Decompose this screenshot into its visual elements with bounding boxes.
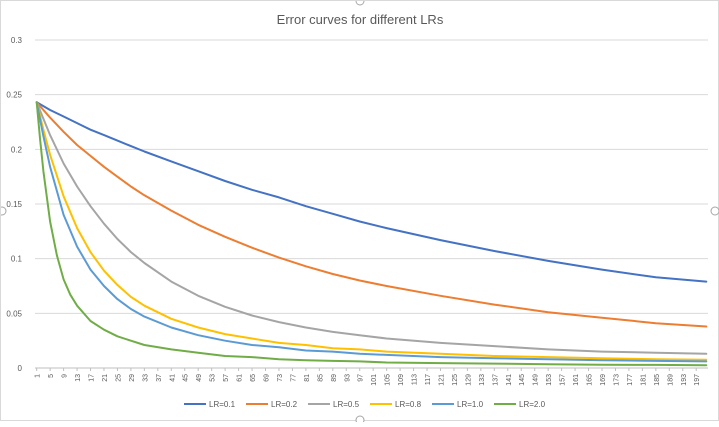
- legend-item[interactable]: LR=1.0: [432, 400, 484, 409]
- x-tick-label: 193: [681, 374, 688, 386]
- x-tick-label: 97: [358, 374, 365, 382]
- x-tick-label: 5: [48, 374, 55, 378]
- x-tick-label: 153: [546, 374, 553, 386]
- x-tick-label: 145: [519, 374, 526, 386]
- x-tick-label: 105: [385, 374, 392, 386]
- x-tick-label: 93: [344, 374, 351, 382]
- series-line-lr-0-5[interactable]: [35, 101, 708, 355]
- y-tick-label: 0.05: [6, 309, 22, 318]
- x-tick-label: 133: [479, 374, 486, 386]
- legend-label: LR=0.5: [333, 400, 360, 409]
- x-tick-label: 89: [331, 374, 338, 382]
- x-tick-label: 13: [75, 374, 82, 382]
- x-tick-label: 165: [587, 374, 594, 386]
- legend-item[interactable]: LR=0.8: [370, 400, 422, 409]
- y-tick-label: 0: [18, 364, 23, 373]
- x-tick-label: 29: [129, 374, 136, 382]
- x-tick-label: 9: [62, 374, 69, 378]
- x-tick-label: 185: [654, 374, 661, 386]
- x-tick-label: 197: [694, 374, 701, 386]
- x-tick-label: 181: [640, 374, 647, 386]
- y-tick-label: 0.2: [11, 145, 23, 154]
- series-line-lr-2-0[interactable]: [35, 101, 708, 367]
- x-tick-label: 121: [438, 374, 445, 386]
- y-tick-label: 0.1: [11, 255, 23, 264]
- x-axis: 1 5 9 13 17 21 25 29 33 37 41 45 49 53 57 61 65 69 73 77 81 8…: [35, 368, 701, 386]
- x-tick-label: 21: [102, 374, 109, 382]
- x-tick-label: 1: [35, 374, 42, 378]
- chart-title: Error curves for different LRs: [277, 12, 444, 27]
- x-tick-label: 17: [89, 374, 96, 382]
- x-tick-label: 73: [277, 374, 284, 382]
- legend-label: LR=1.0: [457, 400, 484, 409]
- legend[interactable]: LR=0.1 LR=0.2 LR=0.5 LR=0.8 LR=1.0 LR=2.0: [184, 400, 546, 409]
- legend-label: LR=2.0: [519, 400, 546, 409]
- x-tick-label: 157: [560, 374, 567, 386]
- x-tick-label: 101: [371, 374, 378, 386]
- legend-item[interactable]: LR=0.5: [308, 400, 360, 409]
- x-tick-label: 49: [196, 374, 203, 382]
- legend-item[interactable]: LR=0.1: [184, 400, 236, 409]
- legend-label: LR=0.8: [395, 400, 422, 409]
- legend-label: LR=0.1: [209, 400, 236, 409]
- x-tick-label: 149: [533, 374, 540, 386]
- x-tick-label: 45: [183, 374, 190, 382]
- x-tick-label: 41: [169, 374, 176, 382]
- plot-area: [35, 101, 708, 367]
- x-tick-label: 53: [210, 374, 217, 382]
- legend-item[interactable]: LR=0.2: [246, 400, 298, 409]
- gridlines: [35, 39, 708, 369]
- legend-item[interactable]: LR=2.0: [494, 400, 546, 409]
- x-tick-label: 189: [667, 374, 674, 386]
- x-tick-label: 125: [452, 374, 459, 386]
- x-tick-label: 109: [398, 374, 405, 386]
- x-tick-label: 137: [492, 374, 499, 386]
- y-tick-label: 0.25: [6, 91, 22, 100]
- x-tick-label: 69: [264, 374, 271, 382]
- resize-handle[interactable]: [355, 0, 365, 6]
- x-tick-label: 117: [425, 374, 432, 385]
- x-tick-label: 173: [613, 374, 620, 386]
- x-tick-label: 113: [412, 374, 419, 385]
- x-tick-label: 37: [156, 374, 163, 382]
- x-tick-label: 129: [465, 374, 472, 386]
- x-tick-label: 33: [142, 374, 149, 382]
- y-axis: 0 0.05 0.1 0.15 0.2 0.25 0.3: [6, 36, 22, 373]
- x-tick-label: 141: [506, 374, 513, 386]
- x-tick-label: 25: [115, 374, 122, 382]
- x-tick-label: 81: [304, 374, 311, 382]
- x-tick-label: 177: [627, 374, 634, 386]
- series-line-lr-1-0[interactable]: [35, 101, 708, 363]
- series-line-lr-0-8[interactable]: [35, 101, 708, 361]
- x-tick-label: 65: [250, 374, 257, 382]
- resize-handle[interactable]: [0, 206, 7, 216]
- x-tick-label: 77: [290, 374, 297, 382]
- series-line-lr-0-1[interactable]: [35, 101, 708, 283]
- resize-handle[interactable]: [355, 415, 365, 425]
- series-line-lr-0-2[interactable]: [35, 101, 708, 328]
- y-tick-label: 0.15: [6, 200, 22, 209]
- y-tick-label: 0.3: [11, 36, 23, 45]
- x-tick-label: 61: [237, 374, 244, 382]
- x-tick-label: 85: [317, 374, 324, 382]
- x-tick-label: 169: [600, 374, 607, 386]
- x-tick-label: 161: [573, 374, 580, 386]
- x-tick-label: 57: [223, 374, 230, 382]
- legend-label: LR=0.2: [271, 400, 298, 409]
- resize-handle[interactable]: [710, 206, 719, 216]
